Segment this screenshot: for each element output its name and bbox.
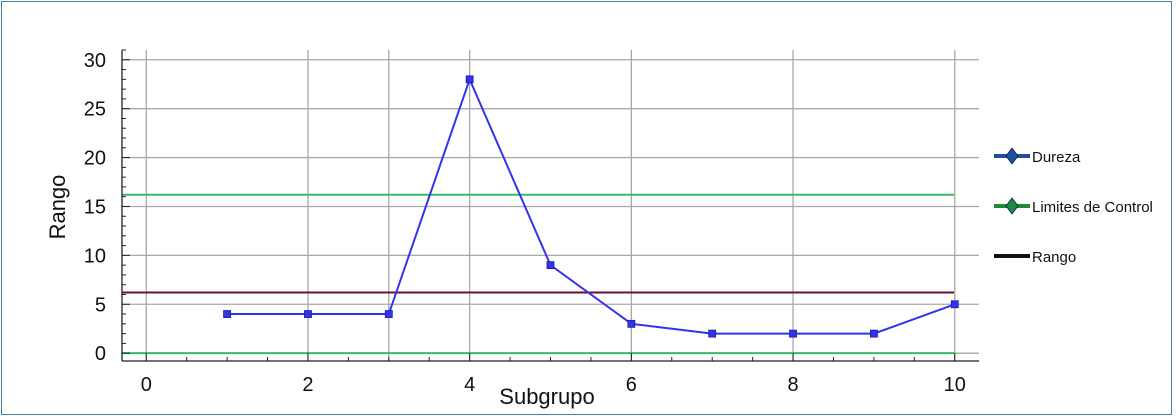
data-point bbox=[304, 310, 312, 318]
x-tick-label: 2 bbox=[302, 374, 313, 396]
x-axis-title: Subgrupo bbox=[499, 384, 594, 409]
legend-item: Limites de Control bbox=[994, 197, 1153, 216]
series-line-dureza bbox=[227, 76, 956, 335]
data-point bbox=[708, 329, 717, 338]
data-point bbox=[384, 310, 393, 318]
data-point bbox=[627, 319, 636, 328]
x-tick-label: 0 bbox=[141, 374, 152, 396]
x-tick-label: 4 bbox=[464, 374, 475, 396]
x-tick-label: 8 bbox=[787, 374, 798, 396]
reference-lines bbox=[122, 193, 954, 355]
y-tick-label: 25 bbox=[84, 99, 106, 121]
data-point bbox=[223, 310, 232, 318]
y-tick-label: 0 bbox=[95, 343, 106, 365]
legend-label: Dureza bbox=[1032, 149, 1081, 166]
data-point bbox=[789, 329, 797, 338]
legend-item: Dureza bbox=[994, 147, 1081, 166]
x-tick-label: 10 bbox=[944, 374, 966, 396]
y-tick-label: 15 bbox=[84, 196, 106, 218]
legend-diamond-marker bbox=[1005, 197, 1019, 215]
legend-label: Rango bbox=[1032, 249, 1076, 266]
grid bbox=[122, 50, 979, 361]
axes bbox=[121, 49, 979, 362]
y-tick-label: 10 bbox=[84, 245, 106, 267]
x-tick-label: 6 bbox=[626, 374, 637, 396]
data-point bbox=[546, 261, 555, 270]
y-tick-label: 30 bbox=[84, 50, 106, 72]
legend-item: Rango bbox=[994, 249, 1076, 266]
series bbox=[223, 75, 959, 338]
y-tick-label: 5 bbox=[95, 294, 106, 316]
legend-label: Limites de Control bbox=[1032, 199, 1153, 216]
legend-diamond-marker bbox=[1005, 147, 1019, 165]
y-tick-label: 20 bbox=[84, 148, 106, 170]
data-point bbox=[465, 75, 474, 84]
data-point bbox=[869, 329, 878, 338]
data-point bbox=[950, 300, 959, 309]
y-axis-title: Rango bbox=[45, 175, 70, 240]
legend: Dureza Limites de Control Rango bbox=[994, 147, 1153, 266]
tick-labels: 0 5 10 15 20 25 30 0 2 4 6 8 10 bbox=[84, 50, 966, 396]
